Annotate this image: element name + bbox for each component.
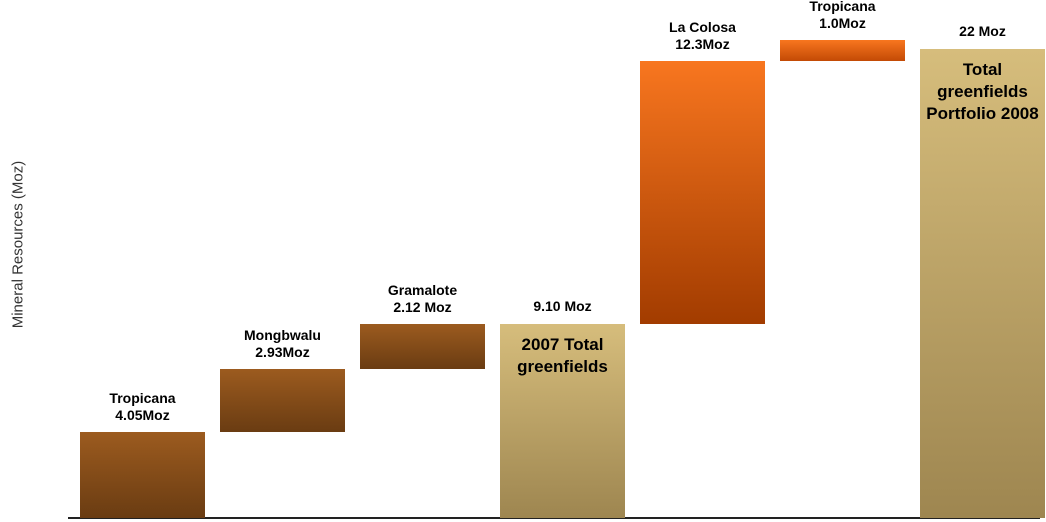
bar bbox=[640, 61, 765, 324]
category-label: Gramalote bbox=[387, 281, 458, 298]
bar bbox=[500, 323, 625, 518]
bar bbox=[780, 40, 905, 62]
value-label: 12.3Moz bbox=[675, 36, 730, 53]
category-label: Mongbwalu bbox=[244, 327, 321, 344]
category-label: Total greenfields Portfolio 2008 bbox=[926, 59, 1039, 123]
category-label: 2007 Total greenfields bbox=[517, 334, 608, 376]
baseline bbox=[68, 517, 1040, 519]
value-label: 1.0Moz bbox=[819, 15, 866, 31]
bar-label: La Colosa 12.3Moz bbox=[630, 19, 775, 53]
bar-label: Mongbwalu 2.93Moz bbox=[210, 327, 355, 361]
y-axis-label: Mineral Resources (Moz) bbox=[9, 160, 27, 329]
bar bbox=[360, 323, 485, 370]
bar bbox=[920, 48, 1045, 518]
value-label: 4.05Moz bbox=[115, 406, 170, 423]
category-label: Tropicana bbox=[109, 389, 176, 406]
bar-label: Gramalote 2.12 Moz bbox=[350, 282, 495, 316]
bar bbox=[220, 369, 345, 432]
value-label: 22 Moz bbox=[959, 22, 1006, 39]
category-label: La Colosa bbox=[669, 19, 736, 36]
bar bbox=[80, 431, 205, 518]
value-label: 9.10 Moz bbox=[533, 297, 592, 314]
value-label: 2.93Moz bbox=[255, 344, 310, 361]
value-label: 2.12 Moz bbox=[393, 298, 452, 315]
category-label: Tropicana bbox=[809, 0, 876, 14]
bar-label: Tropicana 1.0Moz bbox=[770, 0, 915, 32]
bar-label: Tropicana 4.05Moz bbox=[70, 390, 215, 424]
